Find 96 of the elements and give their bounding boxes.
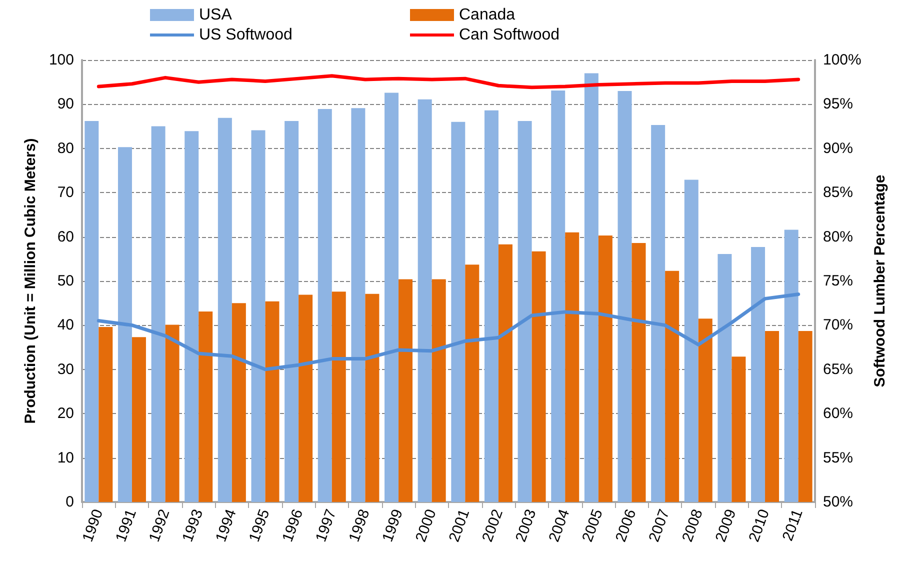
y2-tick-label: 70% (823, 316, 854, 334)
line-series (96, 74, 800, 90)
bar (84, 120, 99, 502)
y-tick-label: 70 (57, 184, 74, 202)
y2-tick-label: 100% (823, 52, 862, 68)
x-tick-label: 1997 (312, 507, 340, 544)
x-tick-label: 2000 (412, 507, 440, 544)
bar (698, 318, 712, 502)
bar (484, 110, 498, 502)
x-tick-label: 1994 (212, 507, 240, 544)
bar (718, 254, 732, 502)
bar (732, 356, 746, 502)
bar (198, 312, 213, 502)
bar (118, 147, 132, 502)
bar (318, 109, 332, 502)
x-tick-label: 2004 (546, 507, 574, 544)
bar (618, 90, 632, 502)
bar (398, 279, 413, 502)
legend-label: Can Softwood (459, 26, 560, 44)
bar (332, 292, 346, 502)
legend-label: US Softwood (199, 26, 292, 44)
bar (184, 131, 199, 502)
x-tick-label: 2011 (779, 507, 806, 544)
bar (451, 122, 466, 502)
y-tick-label: 80 (57, 140, 74, 157)
bar (751, 246, 766, 502)
bar (165, 324, 180, 502)
bar (665, 270, 680, 502)
line-series (96, 292, 800, 372)
bar (418, 99, 432, 502)
bar (465, 264, 480, 502)
bar (784, 230, 798, 502)
y-tick-label: 50 (57, 272, 74, 290)
x-tick-label: 2007 (646, 507, 674, 544)
legend-label: Canada (459, 6, 516, 24)
y2-tick-label: 60% (823, 405, 854, 422)
legend-label: USA (199, 6, 232, 24)
y-tick-label: 20 (57, 405, 74, 422)
y-tick-label: 30 (57, 360, 74, 378)
bar (218, 118, 232, 502)
bar (151, 126, 166, 502)
y-tick-label: 100 (48, 52, 74, 68)
bar (232, 303, 246, 502)
bar (684, 180, 698, 502)
bar (132, 337, 146, 502)
x-tick-label: 2001 (446, 507, 474, 544)
y2-tick-label: 55% (823, 449, 854, 466)
y2-tick-label: 75% (823, 272, 854, 290)
bar (532, 251, 546, 502)
x-tick-label: 2003 (512, 507, 540, 544)
bar (765, 330, 780, 502)
x-tick-label: 2010 (746, 507, 774, 544)
y2-tick-label: 50% (823, 494, 854, 510)
bar (251, 130, 266, 502)
y2-tick-label: 65% (823, 360, 854, 378)
y2-axis-title: Softwood Lumber Percentage (871, 174, 888, 388)
y-tick-label: 60 (57, 228, 74, 246)
bar (565, 232, 580, 502)
x-tick-label: 1993 (179, 507, 207, 544)
bar (498, 244, 512, 502)
bar (584, 73, 598, 502)
bar (651, 124, 666, 502)
bar (365, 294, 380, 502)
y2-tick-label: 90% (823, 140, 854, 157)
y-axis-title: Production (Unit = Million Cubic Meters) (22, 138, 40, 424)
bar (598, 235, 612, 502)
x-tick-label: 2006 (612, 507, 640, 544)
bar (632, 242, 646, 502)
x-tick-label: 1996 (279, 507, 307, 544)
y2-tick-label: 95% (823, 96, 854, 113)
bar (518, 120, 532, 502)
y-tick-label: 40 (57, 316, 74, 334)
bar (432, 279, 446, 502)
bar (351, 108, 366, 502)
bar (265, 301, 280, 502)
x-tick-label: 1991 (112, 507, 140, 544)
y-tick-label: 90 (57, 96, 74, 113)
bar (798, 330, 812, 502)
bar (284, 120, 299, 502)
bar (551, 90, 566, 502)
x-tick-label: 1998 (346, 507, 374, 544)
x-tick-label: 1995 (246, 507, 274, 544)
y-tick-label: 10 (57, 449, 74, 466)
bar (298, 294, 313, 502)
x-tick-label: 2009 (712, 507, 740, 544)
x-tick-label: 2005 (579, 507, 606, 544)
y-tick-label: 0 (66, 494, 74, 510)
bar (98, 326, 113, 502)
x-tick-label: 2008 (678, 507, 706, 544)
x-tick-label: 1992 (146, 507, 174, 544)
y2-tick-label: 85% (823, 184, 854, 202)
x-tick-label: 1999 (379, 507, 407, 544)
y2-tick-label: 80% (823, 228, 854, 246)
bar (384, 92, 399, 502)
x-tick-label: 2002 (479, 507, 506, 544)
x-tick-label: 1990 (79, 507, 107, 544)
